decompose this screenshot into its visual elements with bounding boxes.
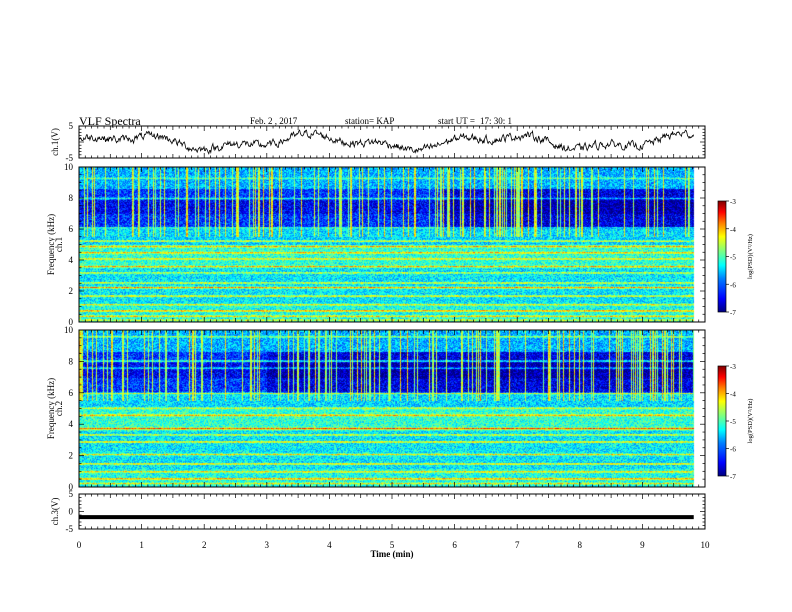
y-axis-label: Frequency (kHz) bbox=[46, 378, 56, 439]
y-tick-label: 2 bbox=[69, 286, 74, 296]
y-tick-label: -5 bbox=[66, 153, 74, 163]
colorbar-tick-label: -3 bbox=[730, 363, 736, 371]
y-tick-label: 8 bbox=[69, 193, 74, 203]
y-axis-channel-label: ch.2 bbox=[54, 401, 64, 416]
spectrogram-ch1 bbox=[79, 167, 705, 322]
x-tick-label: 3 bbox=[265, 540, 270, 550]
colorbar-tick-label: -6 bbox=[730, 281, 736, 289]
figure-title: VLF Spectra bbox=[79, 114, 141, 128]
y-axis-channel-label: ch.1 bbox=[54, 237, 64, 252]
y-tick-label: 10 bbox=[64, 162, 74, 172]
y-tick-label: 2 bbox=[69, 451, 74, 461]
y-tick-label: 5 bbox=[69, 489, 74, 499]
waveform-layer bbox=[78, 129, 695, 520]
start-ut-label: start UT = bbox=[438, 116, 475, 126]
recording-date: Feb. 2 , 2017 bbox=[250, 116, 298, 126]
colorbar-tick-label: -4 bbox=[730, 391, 736, 399]
station-label: station= KAP bbox=[345, 116, 395, 126]
colorbar-tick-label: -7 bbox=[730, 473, 736, 481]
y-tick-label: -5 bbox=[66, 524, 74, 534]
colorbar-tick-label: -5 bbox=[730, 418, 736, 426]
panel-frame-ch3-waveform bbox=[78, 493, 706, 530]
x-tick-label: 9 bbox=[640, 540, 645, 550]
y-tick-label: 0 bbox=[69, 317, 74, 327]
y-tick-label: 0 bbox=[69, 482, 74, 492]
y-tick-label: 0 bbox=[69, 507, 74, 517]
spectrogram-layer bbox=[79, 167, 705, 487]
x-tick-label: 0 bbox=[77, 540, 82, 550]
x-tick-label: 2 bbox=[202, 540, 207, 550]
colorbar-tick-label: -7 bbox=[730, 309, 736, 317]
colorbar-ch2-spectrogram bbox=[717, 365, 727, 477]
y-axis-label: ch.3(V) bbox=[50, 498, 60, 526]
x-tick-label: 10 bbox=[701, 540, 711, 550]
x-tick-label: 7 bbox=[515, 540, 520, 550]
x-tick-label: 5 bbox=[390, 540, 395, 550]
x-tick-label: 6 bbox=[452, 540, 457, 550]
y-tick-label: 4 bbox=[69, 255, 74, 265]
colorbar-tick-label: -5 bbox=[730, 254, 736, 262]
y-tick-label: 4 bbox=[69, 419, 74, 429]
start-ut-value: 17: 30: 1 bbox=[480, 116, 513, 126]
colorbar-label: log(PSD)(V²/Hz) bbox=[747, 399, 754, 444]
spectrogram-ch2 bbox=[79, 330, 705, 487]
y-tick-label: 5 bbox=[69, 121, 74, 131]
x-tick-label: 4 bbox=[327, 540, 332, 550]
y-tick-label: 10 bbox=[64, 325, 74, 335]
colorbar-ch1-spectrogram bbox=[717, 200, 727, 313]
colorbar-tick-label: -3 bbox=[730, 198, 736, 206]
y-axis-label: Frequency (kHz) bbox=[46, 214, 56, 275]
y-tick-label: 6 bbox=[69, 388, 74, 398]
ch1-waveform-trace bbox=[78, 129, 695, 155]
y-axis-label: ch.1(V) bbox=[50, 128, 60, 156]
y-tick-label: 8 bbox=[69, 356, 74, 366]
colorbar-label: log(PSD)(V²/Hz) bbox=[747, 234, 754, 279]
x-tick-label: 8 bbox=[578, 540, 583, 550]
axes-layer bbox=[78, 125, 729, 530]
colorbar-tick-label: -6 bbox=[730, 446, 736, 454]
y-tick-label: 6 bbox=[69, 224, 74, 234]
colorbar-tick-label: -4 bbox=[730, 226, 736, 234]
x-axis-label: Time (min) bbox=[370, 549, 413, 559]
x-tick-label: 1 bbox=[139, 540, 144, 550]
